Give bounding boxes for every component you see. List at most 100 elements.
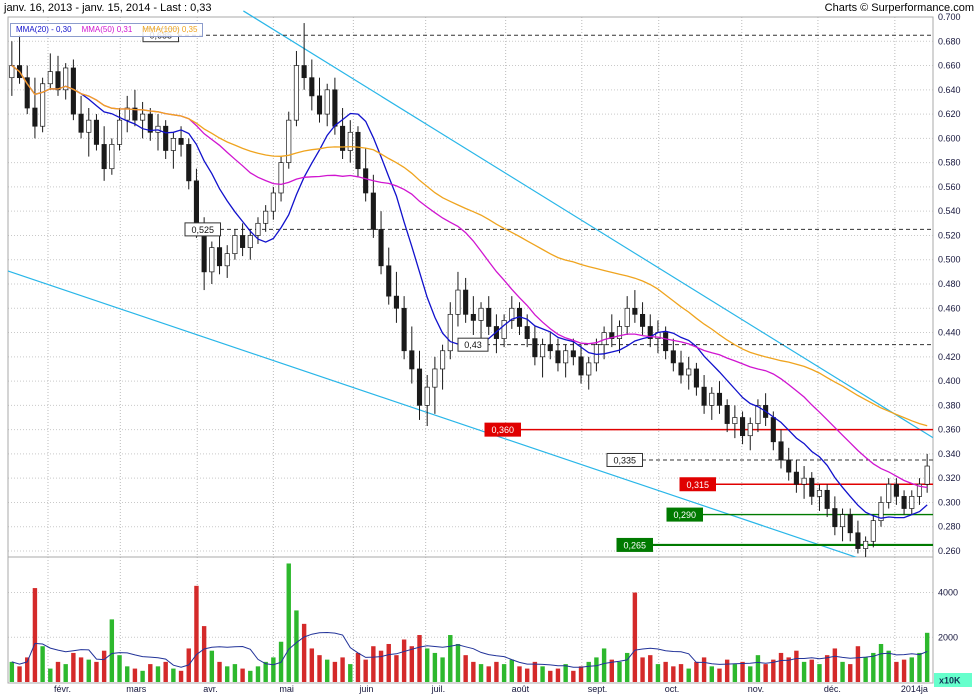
level-label: 0,335 <box>613 455 636 465</box>
volume-bar <box>263 661 268 682</box>
volume-bar <box>748 666 753 682</box>
volume-bar <box>148 664 153 682</box>
candle-body <box>809 477 815 497</box>
volume-bar <box>455 643 461 682</box>
candle-body <box>547 344 553 352</box>
volume-bar <box>763 664 768 682</box>
volume-bar <box>340 657 345 682</box>
candle-body <box>247 235 253 248</box>
candle-body <box>70 67 76 115</box>
candle-body <box>370 192 376 230</box>
candle-body <box>63 67 69 91</box>
price-axis-label: 0.300 <box>938 497 961 507</box>
candle-body <box>470 313 476 321</box>
price-axis-label: 0.680 <box>938 36 961 46</box>
trendline <box>8 270 858 557</box>
volume-bar <box>378 650 384 682</box>
volume-bar <box>663 661 668 682</box>
volume-bar <box>871 652 876 682</box>
level-label-box <box>616 537 653 552</box>
volume-bar <box>109 619 115 682</box>
candle-body <box>40 83 46 127</box>
volume-bar <box>294 610 299 682</box>
candle-body <box>678 362 684 376</box>
volume-bar <box>55 661 61 682</box>
trendlines <box>8 10 933 557</box>
candle-body <box>686 368 692 376</box>
candle-body <box>316 95 323 115</box>
candle-body <box>363 168 369 194</box>
candle-body <box>893 483 899 497</box>
candle-body <box>716 392 723 406</box>
volume-bar <box>363 659 368 682</box>
candle-body <box>555 350 561 364</box>
candle-body <box>832 508 838 528</box>
volume-bar <box>540 666 545 682</box>
candle-body <box>409 350 415 370</box>
candle-body <box>793 471 799 485</box>
candle-body <box>332 89 338 127</box>
candle-body <box>193 180 199 230</box>
candle-body <box>663 332 669 352</box>
month-label: oct. <box>665 684 680 694</box>
volume-bar <box>832 648 838 682</box>
candle-body <box>478 307 484 321</box>
ma-legend-item: MMA(50) 0,31 <box>81 25 133 34</box>
ma-legend-item: MMA(20) - 0,30 <box>16 25 72 34</box>
candle-body <box>839 514 846 528</box>
volume-bar <box>248 670 253 682</box>
candle-body <box>140 113 146 121</box>
grid <box>7 16 934 684</box>
level-label: 0,43 <box>464 340 482 350</box>
candle-body <box>263 210 269 224</box>
candle-body <box>240 235 246 248</box>
volume-bar <box>909 657 914 682</box>
candle-body <box>163 125 169 151</box>
volume-bar <box>86 659 91 682</box>
candle-body <box>624 307 630 327</box>
volume-bar <box>371 646 376 682</box>
candle-body <box>47 71 53 85</box>
volume-bar <box>471 661 476 682</box>
volume-bar <box>517 666 522 682</box>
candle-body <box>78 113 84 133</box>
volume-bar <box>209 650 215 682</box>
price-axis-label: 0.440 <box>938 328 961 338</box>
volume-bar <box>101 650 107 682</box>
volume-bar <box>309 648 315 682</box>
candle-body <box>563 350 569 364</box>
price-axis-label: 0.540 <box>938 206 961 216</box>
volume-bar <box>532 661 538 682</box>
month-label: avr. <box>203 684 218 694</box>
candle-body <box>778 441 784 461</box>
candle-body <box>540 344 546 358</box>
volume-bar <box>894 661 899 682</box>
candle-body <box>724 405 730 424</box>
volume-bar <box>509 659 515 682</box>
volume-bar <box>755 655 761 682</box>
candle-body <box>186 144 192 182</box>
candle-body <box>870 520 876 542</box>
candle-body <box>286 119 292 163</box>
volume-bar <box>555 668 561 682</box>
candle-body <box>786 459 792 473</box>
candle-body <box>309 77 315 97</box>
volume-bar <box>348 664 353 682</box>
candle-body <box>32 107 38 127</box>
candle-body <box>855 532 861 549</box>
volume-bar <box>786 657 791 682</box>
volume-bar <box>671 666 676 682</box>
volume-bar <box>25 657 30 682</box>
candle-body <box>801 477 807 485</box>
candle-body <box>616 326 623 339</box>
price-axis-labels: 0.260 0.280 0.300 0.320 0.340 0.360 0.380 0.400… <box>934 12 972 687</box>
copyright-text: Charts © Surperformance.com <box>824 2 974 14</box>
volume-bar <box>586 661 591 682</box>
price-axis-label: 0.500 <box>938 255 961 265</box>
month-label: sept. <box>588 684 608 694</box>
volume-bar <box>548 670 553 682</box>
candle-body <box>570 350 576 358</box>
level-label-box <box>484 422 521 437</box>
candle-body <box>355 131 361 170</box>
